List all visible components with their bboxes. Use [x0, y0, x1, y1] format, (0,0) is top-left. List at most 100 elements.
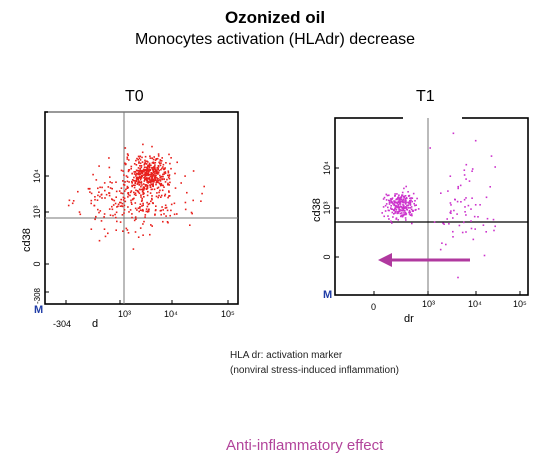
data-point — [140, 194, 142, 196]
data-point — [405, 199, 407, 202]
data-point — [449, 211, 451, 214]
data-point — [154, 164, 156, 166]
data-point — [141, 174, 143, 177]
data-point — [132, 184, 135, 186]
plot-t1-xtick-label: 0 — [371, 302, 376, 312]
data-point — [146, 205, 149, 208]
data-point — [126, 158, 129, 160]
data-point — [169, 162, 171, 165]
data-point — [410, 206, 413, 208]
data-point — [403, 205, 405, 207]
data-point — [137, 155, 140, 158]
data-point — [161, 184, 163, 186]
data-point — [147, 190, 149, 193]
data-point — [390, 205, 392, 207]
data-point — [141, 175, 144, 178]
data-point — [142, 188, 144, 190]
data-point — [120, 201, 122, 204]
data-point — [158, 194, 160, 197]
data-point — [161, 189, 164, 192]
data-point — [162, 175, 164, 178]
data-point — [146, 177, 148, 180]
data-point — [111, 199, 114, 201]
data-point — [126, 185, 129, 188]
data-point — [157, 155, 160, 157]
data-point — [138, 161, 140, 163]
data-point — [140, 165, 143, 167]
plot-t1-ytick-label: 10⁴ — [322, 161, 332, 175]
data-point — [460, 201, 462, 203]
data-point — [123, 197, 126, 200]
data-point — [167, 221, 169, 224]
data-point — [184, 201, 187, 204]
data-point — [127, 192, 129, 194]
data-point — [433, 221, 436, 223]
data-point — [108, 208, 111, 210]
data-point — [164, 207, 167, 209]
data-point — [145, 188, 148, 190]
data-point — [157, 173, 159, 175]
data-point — [147, 166, 149, 168]
data-point — [411, 197, 414, 199]
data-point — [157, 181, 159, 184]
data-point — [157, 179, 160, 182]
data-point — [174, 187, 177, 189]
data-point — [142, 191, 145, 194]
data-point — [158, 191, 160, 194]
data-point — [176, 161, 178, 164]
data-point — [148, 173, 151, 176]
data-point — [403, 187, 405, 190]
data-point — [149, 186, 152, 188]
data-point — [152, 161, 155, 164]
data-point — [120, 198, 122, 201]
data-point — [169, 214, 171, 217]
data-point — [404, 213, 406, 216]
data-point — [98, 165, 100, 167]
data-point — [143, 196, 145, 198]
data-point — [392, 216, 394, 218]
data-point — [410, 197, 412, 199]
data-point — [151, 167, 154, 169]
data-point — [137, 236, 140, 238]
data-point — [111, 208, 114, 211]
plot-t1-marker-m: M — [323, 289, 332, 301]
data-point — [147, 203, 150, 206]
data-point — [115, 216, 117, 219]
data-point — [397, 203, 400, 206]
data-point — [389, 200, 391, 202]
data-point — [121, 214, 124, 216]
data-point — [149, 157, 152, 159]
data-point — [397, 205, 400, 207]
data-point — [153, 174, 155, 176]
data-point — [391, 222, 393, 224]
data-point — [168, 191, 170, 193]
data-point — [393, 203, 396, 205]
data-point — [134, 171, 137, 173]
data-point — [160, 196, 162, 198]
data-point — [103, 182, 106, 184]
data-point — [409, 202, 412, 205]
panel-label-t0: T0 — [125, 88, 144, 105]
data-point — [399, 203, 402, 205]
data-point — [162, 184, 164, 187]
data-point — [151, 195, 153, 197]
data-point — [152, 158, 155, 161]
data-point — [141, 172, 144, 175]
data-point — [404, 217, 407, 219]
data-point — [448, 223, 450, 225]
data-point — [148, 164, 150, 166]
data-point — [101, 186, 103, 189]
data-point — [135, 169, 138, 172]
data-point — [409, 204, 412, 206]
data-point — [405, 197, 408, 199]
data-point — [403, 206, 405, 209]
data-point — [147, 172, 149, 175]
data-point — [407, 204, 409, 207]
data-point — [404, 203, 407, 205]
plot-t0-xtick-label: 10⁵ — [221, 309, 235, 319]
data-point — [146, 163, 148, 165]
plot-t1: 0 10³ 10⁴ cd38 0 10³ 10⁴ 10⁵ dr M — [311, 116, 529, 325]
data-point — [149, 179, 152, 182]
data-point — [142, 170, 145, 173]
data-point — [119, 205, 122, 207]
